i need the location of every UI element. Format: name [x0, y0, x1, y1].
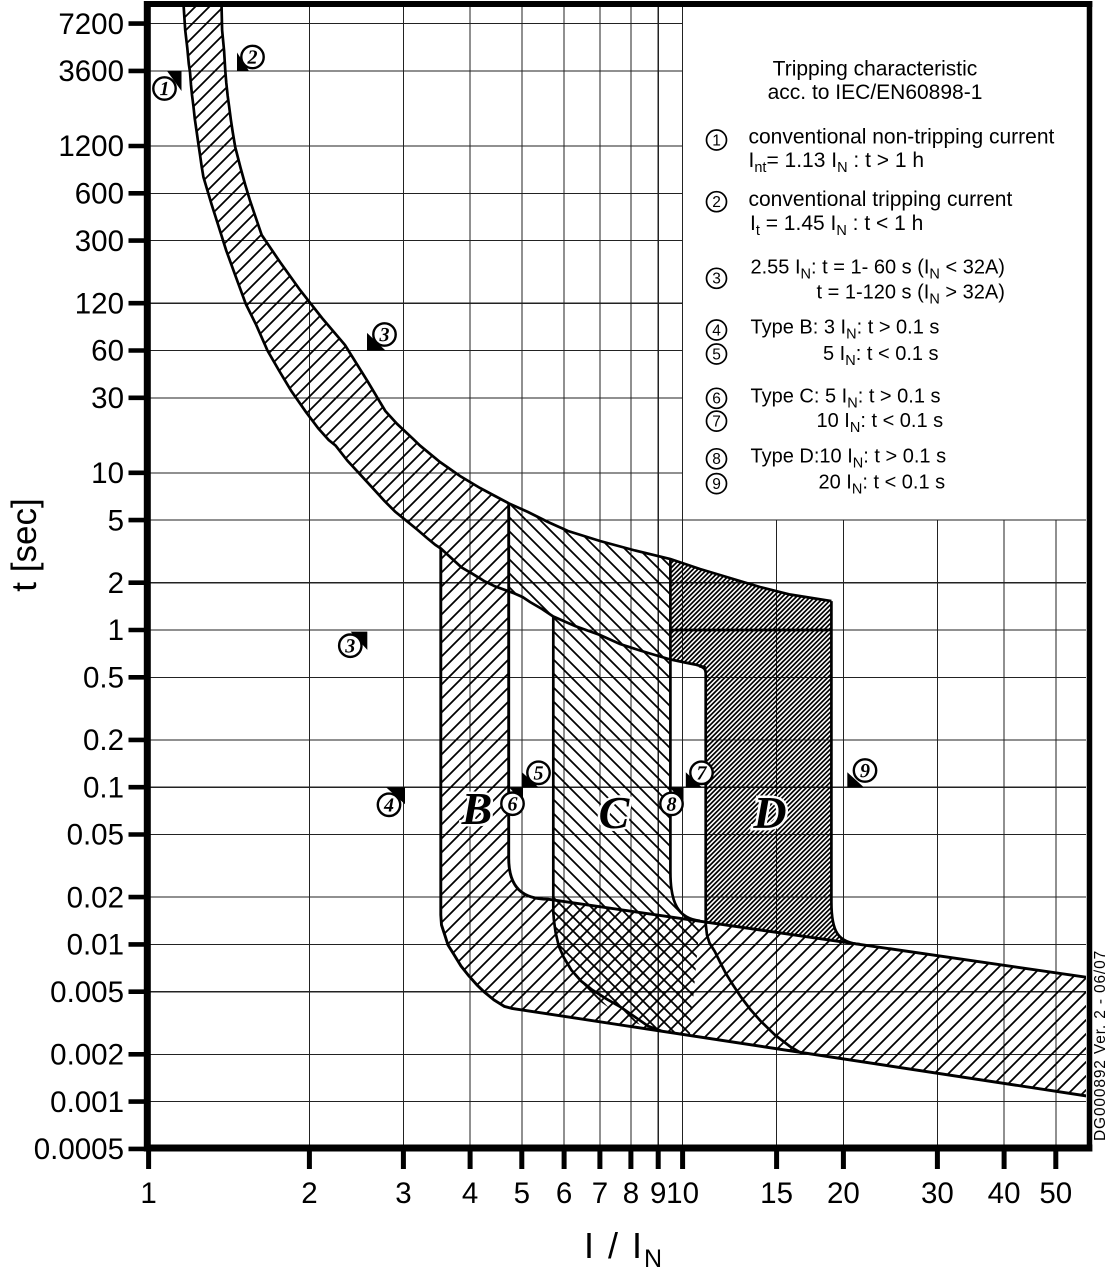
- svg-text:300: 300: [75, 225, 124, 258]
- svg-text:7: 7: [592, 1177, 608, 1210]
- svg-text:7: 7: [712, 414, 721, 431]
- svg-text:0.01: 0.01: [67, 929, 124, 962]
- svg-text:0.001: 0.001: [50, 1086, 124, 1119]
- svg-text:5: 5: [108, 504, 124, 537]
- svg-text:10 IN: t < 0.1 s: 10 IN: t < 0.1 s: [817, 410, 944, 436]
- svg-text:120: 120: [75, 287, 124, 320]
- svg-text:B: B: [461, 783, 493, 834]
- svg-text:3: 3: [712, 271, 721, 288]
- svg-text:1200: 1200: [58, 130, 124, 163]
- svg-text:2.55 IN: t = 1- 60 s (IN < 32A: 2.55 IN: t = 1- 60 s (IN < 32A): [751, 257, 1005, 283]
- svg-text:15: 15: [760, 1177, 793, 1210]
- svg-text:1: 1: [140, 1177, 156, 1210]
- svg-text:2: 2: [712, 194, 721, 211]
- svg-text:6: 6: [507, 793, 517, 815]
- svg-text:Int= 1.13 IN : t > 1 h: Int= 1.13 IN : t > 1 h: [749, 149, 925, 176]
- svg-text:5: 5: [514, 1177, 530, 1210]
- svg-text:0.005: 0.005: [50, 976, 124, 1009]
- svg-text:Type C: 5 IN: t > 0.1 s: Type C: 5 IN: t > 0.1 s: [751, 386, 941, 412]
- svg-text:0.5: 0.5: [83, 662, 124, 695]
- svg-text:Type D:10 IN: t > 0.1 s: Type D:10 IN: t > 0.1 s: [751, 446, 947, 472]
- svg-text:4: 4: [383, 794, 394, 816]
- svg-text:1: 1: [712, 132, 721, 149]
- svg-text:4: 4: [462, 1177, 478, 1210]
- svg-text:8: 8: [623, 1177, 639, 1210]
- svg-text:2: 2: [301, 1177, 317, 1210]
- svg-text:6: 6: [556, 1177, 572, 1210]
- svg-text:9: 9: [860, 760, 870, 782]
- svg-text:2: 2: [246, 47, 257, 69]
- svg-text:t [sec]: t [sec]: [5, 498, 44, 591]
- svg-text:4: 4: [712, 322, 721, 339]
- svg-text:3: 3: [344, 635, 355, 657]
- svg-text:0.02: 0.02: [67, 881, 124, 914]
- svg-text:3600: 3600: [58, 55, 124, 88]
- svg-text:DG000892 Ver. 2 - 06/07: DG000892 Ver. 2 - 06/07: [1092, 950, 1109, 1141]
- svg-text:5: 5: [712, 346, 721, 363]
- svg-text:8: 8: [666, 794, 676, 816]
- svg-text:t = 1-120 s (IN > 32A): t = 1-120 s (IN > 32A): [817, 282, 1005, 308]
- svg-text:Tripping characteristic: Tripping characteristic: [773, 58, 978, 81]
- svg-text:0.0005: 0.0005: [34, 1133, 124, 1166]
- svg-text:acc. to IEC/EN60898-1: acc. to IEC/EN60898-1: [768, 81, 983, 104]
- svg-text:3: 3: [395, 1177, 411, 1210]
- svg-text:600: 600: [75, 178, 124, 211]
- svg-text:1: 1: [159, 78, 169, 100]
- svg-text:50: 50: [1039, 1177, 1072, 1210]
- svg-text:30: 30: [921, 1177, 954, 1210]
- svg-text:C: C: [599, 787, 631, 838]
- svg-text:0.1: 0.1: [83, 771, 124, 804]
- svg-text:0.2: 0.2: [83, 724, 124, 757]
- svg-text:1: 1: [108, 614, 124, 647]
- svg-text:5 IN: t < 0.1 s: 5 IN: t < 0.1 s: [823, 343, 939, 369]
- svg-text:8: 8: [712, 451, 721, 468]
- svg-text:conventional non-tripping curr: conventional non-tripping current: [749, 126, 1055, 149]
- svg-text:7200: 7200: [58, 8, 124, 41]
- svg-text:7: 7: [696, 762, 707, 784]
- svg-text:9: 9: [712, 476, 721, 493]
- svg-text:40: 40: [988, 1177, 1021, 1210]
- svg-text:6: 6: [712, 391, 721, 408]
- svg-text:0.002: 0.002: [50, 1039, 124, 1072]
- svg-text:10: 10: [91, 457, 124, 490]
- svg-text:20: 20: [827, 1177, 860, 1210]
- svg-text:3: 3: [378, 324, 389, 346]
- svg-text:Type B: 3 IN: t > 0.1 s: Type B: 3 IN: t > 0.1 s: [751, 317, 940, 343]
- svg-text:D: D: [752, 787, 786, 838]
- svg-text:60: 60: [91, 335, 124, 368]
- svg-text:0.05: 0.05: [67, 819, 124, 852]
- svg-text:conventional tripping current: conventional tripping current: [749, 188, 1013, 211]
- svg-text:20 IN: t < 0.1 s: 20 IN: t < 0.1 s: [819, 472, 946, 498]
- svg-text:2: 2: [108, 567, 124, 600]
- svg-text:9: 9: [650, 1177, 666, 1210]
- svg-text:5: 5: [533, 762, 543, 784]
- svg-text:30: 30: [91, 382, 124, 415]
- svg-text:10: 10: [666, 1177, 699, 1210]
